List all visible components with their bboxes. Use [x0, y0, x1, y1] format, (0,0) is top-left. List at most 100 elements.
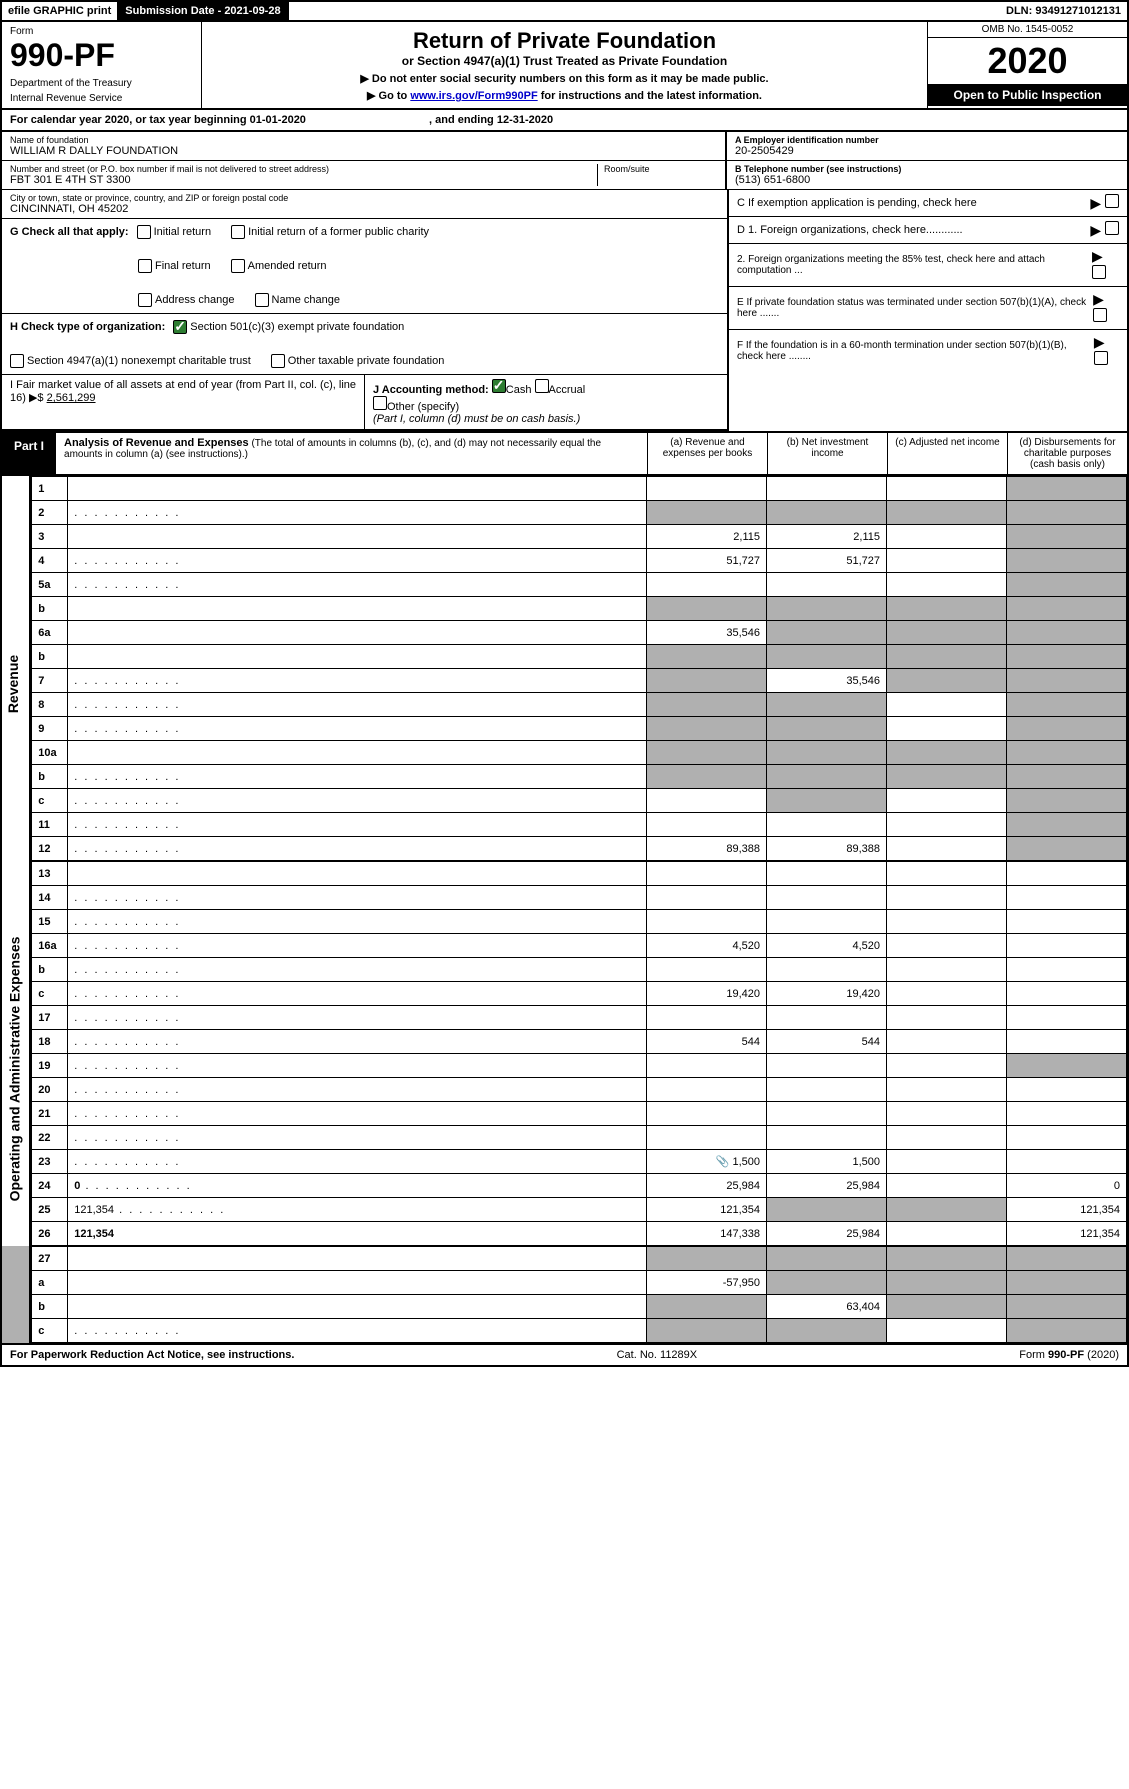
row-desc: [68, 789, 647, 813]
table-row: 18544544: [32, 1030, 1127, 1054]
footer-right: Form 990-PF (2020): [1019, 1349, 1119, 1361]
col-a: [647, 886, 767, 910]
col-b: [767, 645, 887, 669]
checkbox-accrual[interactable]: [535, 379, 549, 393]
col-d: [1007, 1078, 1127, 1102]
row-num: 16a: [32, 934, 68, 958]
table-row: c: [32, 789, 1127, 813]
col-c: [887, 645, 1007, 669]
checkbox-c[interactable]: [1105, 194, 1119, 208]
row-desc: [68, 621, 647, 645]
checkbox-4947[interactable]: [10, 354, 24, 368]
footer: For Paperwork Reduction Act Notice, see …: [2, 1343, 1127, 1365]
checkbox-initial-public[interactable]: [231, 225, 245, 239]
row-num: 19: [32, 1054, 68, 1078]
row-num: 3: [32, 525, 68, 549]
name-ein-row: Name of foundation WILLIAM R DALLY FOUND…: [2, 132, 1127, 161]
d1-row: D 1. Foreign organizations, check here..…: [729, 217, 1127, 244]
col-d: [1007, 741, 1127, 765]
checkbox-501c3[interactable]: [173, 320, 187, 334]
col-a: 2,115: [647, 525, 767, 549]
checkbox-e[interactable]: [1093, 308, 1107, 322]
checkbox-cash[interactable]: [492, 379, 506, 393]
city-c-row: City or town, state or province, country…: [2, 190, 1127, 431]
addr-value: FBT 301 E 4TH ST 3300: [10, 174, 597, 186]
col-c: [887, 958, 1007, 982]
checkbox-initial[interactable]: [137, 225, 151, 239]
table-row: b: [32, 597, 1127, 621]
col-b: [767, 1078, 887, 1102]
checkbox-f[interactable]: [1094, 351, 1108, 365]
dln: DLN: 93491271012131: [1000, 2, 1127, 20]
col-b: [767, 1102, 887, 1126]
col-d: [1007, 501, 1127, 525]
col-b: 1,500: [767, 1150, 887, 1174]
right-col-cdef: C If exemption application is pending, c…: [727, 190, 1127, 431]
col-c: [887, 765, 1007, 789]
calendar-bar: For calendar year 2020, or tax year begi…: [2, 110, 1127, 132]
checkbox-d1[interactable]: [1105, 221, 1119, 235]
col-b: [767, 765, 887, 789]
row-num: b: [32, 765, 68, 789]
table-row: 24025,98425,9840: [32, 1174, 1127, 1198]
row-num: 10a: [32, 741, 68, 765]
table-row: 15: [32, 910, 1127, 934]
checkbox-amended[interactable]: [231, 259, 245, 273]
col-a: [647, 741, 767, 765]
addr-label: Number and street (or P.O. box number if…: [10, 164, 597, 174]
col-d: [1007, 645, 1127, 669]
col-d: [1007, 621, 1127, 645]
row-num: 26: [32, 1222, 68, 1246]
col-b: 63,404: [767, 1295, 887, 1319]
attachment-icon[interactable]: 📎: [716, 1156, 733, 1168]
col-d: [1007, 597, 1127, 621]
col-b: 25,984: [767, 1174, 887, 1198]
row-num: c: [32, 982, 68, 1006]
col-c: [887, 621, 1007, 645]
foundation-name-block: Name of foundation WILLIAM R DALLY FOUND…: [2, 132, 727, 160]
expenses-section: Operating and Administrative Expenses 13…: [2, 861, 1127, 1246]
header-right: OMB No. 1545-0052 2020 Open to Public In…: [927, 22, 1127, 108]
row-num: 17: [32, 1006, 68, 1030]
col-b: 544: [767, 1030, 887, 1054]
checkbox-other-tax[interactable]: [271, 354, 285, 368]
col-d: [1007, 549, 1127, 573]
row-desc: [68, 1150, 647, 1174]
table-row: 21: [32, 1102, 1127, 1126]
checkbox-name[interactable]: [255, 293, 269, 307]
ein-block: A Employer identification number 20-2505…: [727, 132, 1127, 160]
col-b: 51,727: [767, 549, 887, 573]
col-c: [887, 525, 1007, 549]
col-a: [647, 501, 767, 525]
addr-block: Number and street (or P.O. box number if…: [2, 161, 727, 189]
note-link: ▶ Go to www.irs.gov/Form990PF for instru…: [208, 89, 921, 102]
col-a-head: (a) Revenue and expenses per books: [647, 433, 767, 474]
col-a: [647, 1102, 767, 1126]
row-desc: [68, 525, 647, 549]
row-desc: [68, 982, 647, 1006]
row-num: b: [32, 645, 68, 669]
form-number: 990-PF: [10, 37, 193, 74]
col-a: 4,520: [647, 934, 767, 958]
col-b: 89,388: [767, 837, 887, 861]
checkbox-d2[interactable]: [1092, 265, 1106, 279]
row-num: 1: [32, 477, 68, 501]
table-row: 2: [32, 501, 1127, 525]
expenses-side-label: Operating and Administrative Expenses: [2, 861, 31, 1246]
table-row: b: [32, 958, 1127, 982]
col-a: [647, 1126, 767, 1150]
irs-link[interactable]: www.irs.gov/Form990PF: [410, 90, 537, 102]
row-desc: [68, 837, 647, 861]
row-desc: [68, 645, 647, 669]
row-num: 13: [32, 862, 68, 886]
table-row: 9: [32, 717, 1127, 741]
col-c: [887, 886, 1007, 910]
col-b-head: (b) Net investment income: [767, 433, 887, 474]
checkbox-other-acct[interactable]: [373, 396, 387, 410]
row-desc: [68, 1247, 647, 1271]
checkbox-final[interactable]: [138, 259, 152, 273]
city-block: City or town, state or province, country…: [2, 190, 727, 219]
col-d: [1007, 1150, 1127, 1174]
checkbox-address[interactable]: [138, 293, 152, 307]
col-a: [647, 813, 767, 837]
